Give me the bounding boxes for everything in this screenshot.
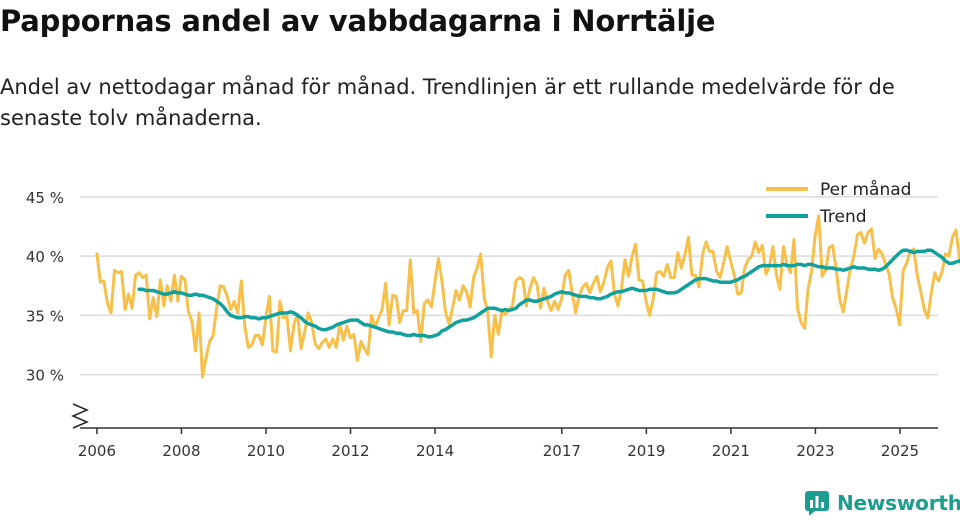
brand-name: Newsworthy — [837, 491, 960, 515]
y-tick-label: 45 % — [26, 189, 64, 207]
x-axis: 2006 2008 2010 2012 2014 2017 2019 2021 2023 2025 — [78, 427, 938, 460]
x-tick-label: 2008 — [162, 442, 200, 460]
y-tick-label: 30 % — [26, 367, 64, 385]
y-tick-label: 40 % — [26, 248, 64, 266]
x-tick-label: 2019 — [627, 442, 665, 460]
x-tick-label: 2014 — [416, 442, 454, 460]
legend-label-monthly: Per månad — [820, 179, 911, 200]
x-tick-label: 2012 — [331, 442, 369, 460]
newsworthy-logo: Newsworthy — [805, 488, 960, 518]
x-tick-label: 2023 — [796, 442, 834, 460]
y-tick-label: 35 % — [26, 307, 64, 325]
series-line-per-manad — [95, 214, 960, 379]
x-tick-label: 2010 — [247, 442, 285, 460]
series-line-trend — [137, 248, 960, 339]
legend: Per månad Trend — [766, 179, 911, 227]
chart-subtitle: Andel av nettodagar månad för månad. Tre… — [0, 75, 895, 130]
bar-chart-icon — [805, 491, 829, 515]
x-tick-label: 2025 — [881, 442, 919, 460]
y-axis: 30 % 35 % 40 % 45 % — [26, 189, 89, 429]
legend-label-trend: Trend — [819, 207, 867, 227]
x-tick-label: 2017 — [543, 442, 581, 460]
plot-area — [95, 214, 960, 379]
chart-title: Pappornas andel av vabbdagarna i Norrtäl… — [0, 4, 716, 38]
x-tick-label: 2021 — [712, 442, 750, 460]
x-tick-label: 2006 — [78, 442, 116, 460]
axis-break-mark — [71, 403, 89, 429]
